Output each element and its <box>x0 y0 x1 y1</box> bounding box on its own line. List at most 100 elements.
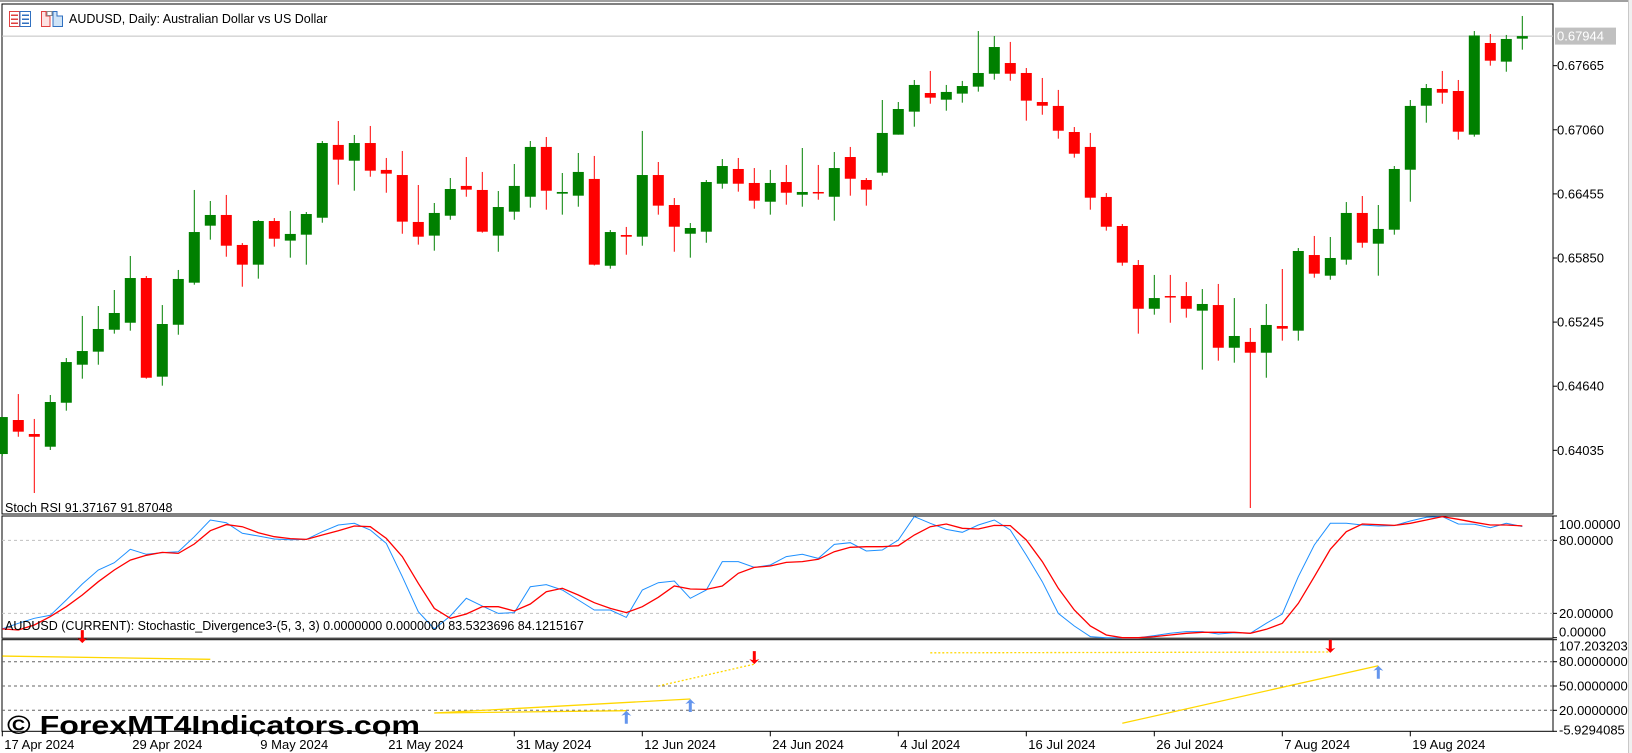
candle <box>1388 166 1400 235</box>
candle-body <box>492 207 504 236</box>
candle <box>604 230 616 269</box>
candle-body <box>1164 296 1176 298</box>
candle-body <box>812 191 824 194</box>
candle-body <box>892 109 904 135</box>
bullish-divergence-line <box>434 710 627 714</box>
candle <box>1068 127 1080 158</box>
candle-body <box>92 328 104 352</box>
candle-body <box>28 433 40 437</box>
candle <box>716 159 728 189</box>
candle-body <box>1404 105 1416 170</box>
date-tick-label: 29 Apr 2024 <box>132 737 202 752</box>
candle-body <box>1132 264 1144 309</box>
date-tick-label: 4 Jul 2024 <box>900 737 960 752</box>
candle <box>380 157 392 193</box>
candle-body <box>316 143 328 218</box>
candle-body <box>1228 335 1240 348</box>
window-frame <box>0 0 1632 2</box>
candle-body <box>188 232 200 283</box>
candle <box>252 220 264 279</box>
candle-body <box>0 417 8 455</box>
candle <box>1164 274 1176 323</box>
candle <box>1404 100 1416 202</box>
candle <box>924 70 936 104</box>
candle-body <box>988 47 1000 74</box>
candle <box>892 102 904 135</box>
candle <box>476 171 488 233</box>
date-tick-label: 12 Jun 2024 <box>644 737 716 752</box>
date-tick-label: 19 Aug 2024 <box>1412 737 1485 752</box>
candle-body <box>748 182 760 201</box>
candle-body <box>1276 326 1288 329</box>
stoch-tick-label: 80.00000 <box>1559 533 1613 548</box>
divergence-tick-label: -5.9294085 <box>1559 722 1625 737</box>
candle <box>524 141 536 208</box>
candle <box>812 164 824 200</box>
divergence-tick-label: 50.0000000 <box>1559 679 1628 694</box>
candle <box>508 164 520 220</box>
axes: 0.67665 0.67060 0.66455 0.65850 0.65245 0.646… <box>1 27 1628 752</box>
candle <box>428 202 440 251</box>
candle-body <box>1324 257 1336 276</box>
candle-body <box>652 175 664 206</box>
candle <box>1500 34 1512 72</box>
bearish-divergence-line <box>930 651 1331 654</box>
candle <box>348 134 360 191</box>
candle <box>1100 193 1112 231</box>
candle <box>1244 328 1256 508</box>
candle <box>1212 283 1224 361</box>
date-tick-label: 24 Jun 2024 <box>772 737 844 752</box>
stoch-tick-label: 20.00000 <box>1559 606 1613 621</box>
candle <box>748 168 760 209</box>
candle <box>668 198 680 252</box>
candle <box>1372 205 1384 276</box>
candle <box>1228 298 1240 363</box>
watermark: © ForexMT4Indicators.com <box>7 710 420 740</box>
candle-body <box>220 214 232 246</box>
candle <box>540 136 552 210</box>
chart-list-icon[interactable] <box>9 11 31 27</box>
candle-body <box>1148 298 1160 309</box>
candle <box>1452 79 1464 140</box>
candle-body <box>588 178 600 265</box>
candle-body <box>1452 90 1464 132</box>
candle-body <box>1068 132 1080 154</box>
divergence-tick-label: 20.0000000 <box>1559 703 1628 718</box>
candle-body <box>668 205 680 227</box>
date-tick-label: 26 Jul 2024 <box>1156 737 1223 752</box>
candle-body <box>252 221 264 265</box>
candle-body <box>876 132 888 173</box>
buy-arrow-icon <box>621 710 632 724</box>
candle <box>1516 15 1528 50</box>
price-tick-label: 0.64640 <box>1557 379 1604 394</box>
current-price-label: 0.67944 <box>1557 29 1604 44</box>
candle-body <box>60 362 72 403</box>
candle <box>1292 248 1304 341</box>
candle <box>1420 84 1432 123</box>
candle <box>284 210 296 258</box>
candle <box>1308 235 1320 278</box>
candle <box>28 418 40 494</box>
candle <box>972 31 984 92</box>
candle-body <box>764 182 776 202</box>
divergence-panel-frame <box>1 639 1554 732</box>
candle <box>1324 237 1336 280</box>
candle-body <box>1100 196 1112 227</box>
candle-body <box>1420 88 1432 106</box>
date-tick-label: 9 May 2024 <box>260 737 328 752</box>
candle <box>1484 33 1496 66</box>
candle-body <box>1036 102 1048 106</box>
candle <box>1132 260 1144 334</box>
candle-body <box>1196 303 1208 311</box>
candle <box>1036 77 1048 115</box>
candle <box>1180 282 1192 318</box>
candle-body <box>684 228 696 234</box>
candle <box>220 194 232 257</box>
candle <box>444 177 456 220</box>
candle <box>844 146 856 196</box>
template-icon[interactable] <box>41 11 63 27</box>
candle-body <box>1516 36 1528 39</box>
price-tick-label: 0.66455 <box>1557 186 1604 201</box>
candle-body <box>476 189 488 232</box>
